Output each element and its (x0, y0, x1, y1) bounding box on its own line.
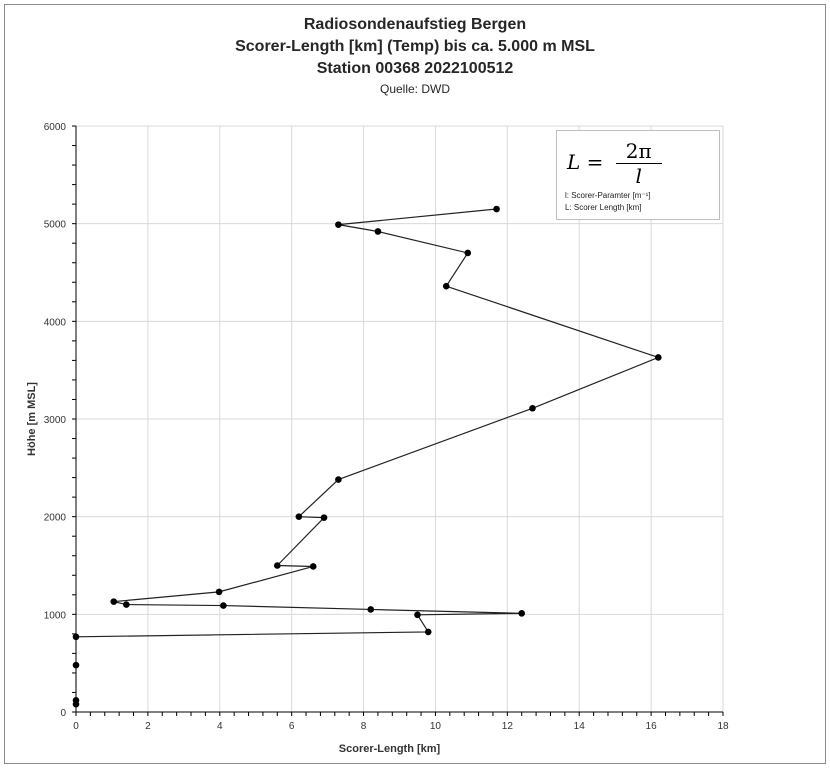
data-point (309, 563, 317, 570)
chart-frame (4, 4, 826, 764)
data-point (518, 610, 526, 617)
data-point (123, 601, 130, 608)
chart-subtitle: Scorer-Length [km] (Temp) bis ca. 5.000 … (235, 38, 595, 55)
y-tick-label: 0 (60, 708, 66, 719)
y-tick-label: 2000 (44, 513, 67, 524)
y-tick-label: 5000 (44, 220, 67, 231)
data-point (72, 661, 80, 669)
data-point (335, 221, 342, 228)
formula-denominator: l (635, 164, 642, 188)
legend-line-1: l: Scorer-Paramter [m⁻¹] (565, 191, 651, 200)
data-point (464, 249, 472, 257)
chart-source: Quelle: DWD (379, 82, 450, 96)
y-tick-label: 3000 (44, 415, 67, 426)
chart-subtitle-2: Station 00368 2022100512 (316, 60, 514, 77)
data-point (295, 513, 303, 520)
x-tick-label: 0 (73, 721, 79, 732)
data-point (414, 611, 421, 619)
data-point (374, 228, 382, 235)
data-point (72, 696, 80, 704)
data-point (493, 205, 500, 213)
data-point (655, 354, 662, 361)
data-point (220, 602, 227, 609)
chart-title: Radiosondenaufstieg Bergen (303, 16, 527, 33)
x-tick-label: 2 (145, 721, 151, 732)
data-point (335, 476, 342, 483)
x-tick-label: 14 (574, 721, 586, 732)
x-tick-label: 16 (646, 721, 658, 732)
y-tick-label: 6000 (44, 122, 67, 133)
data-point (215, 588, 223, 596)
data-point (72, 633, 80, 641)
legend: L = 2π l l: Scorer-Paramter [m⁻¹] L: Sco… (556, 130, 720, 220)
series-line (75, 208, 661, 705)
data-point (273, 562, 281, 569)
y-tick-label: 4000 (44, 317, 67, 328)
y-axis-label: Höhe [m MSL] (26, 382, 38, 456)
formula-numerator: 2π (615, 139, 662, 164)
data-point (110, 598, 118, 605)
x-tick-label: 12 (502, 721, 514, 732)
x-axis-label: Scorer-Length [km] (339, 743, 441, 755)
data-point (529, 404, 536, 412)
x-tick-label: 18 (717, 721, 729, 732)
x-tick-label: 6 (289, 721, 295, 732)
data-point (442, 282, 450, 290)
formula: L = 2π l (567, 139, 662, 188)
y-tick-label: 1000 (44, 610, 67, 621)
x-tick-label: 4 (217, 721, 223, 732)
formula-lhs: L = (567, 150, 604, 174)
x-tick-label: 8 (361, 721, 367, 732)
data-point (367, 606, 375, 613)
x-tick-label: 10 (430, 721, 442, 732)
data-point (320, 514, 328, 521)
legend-line-2: L: Scorer Length [km] (565, 203, 642, 212)
data-point (424, 628, 432, 636)
